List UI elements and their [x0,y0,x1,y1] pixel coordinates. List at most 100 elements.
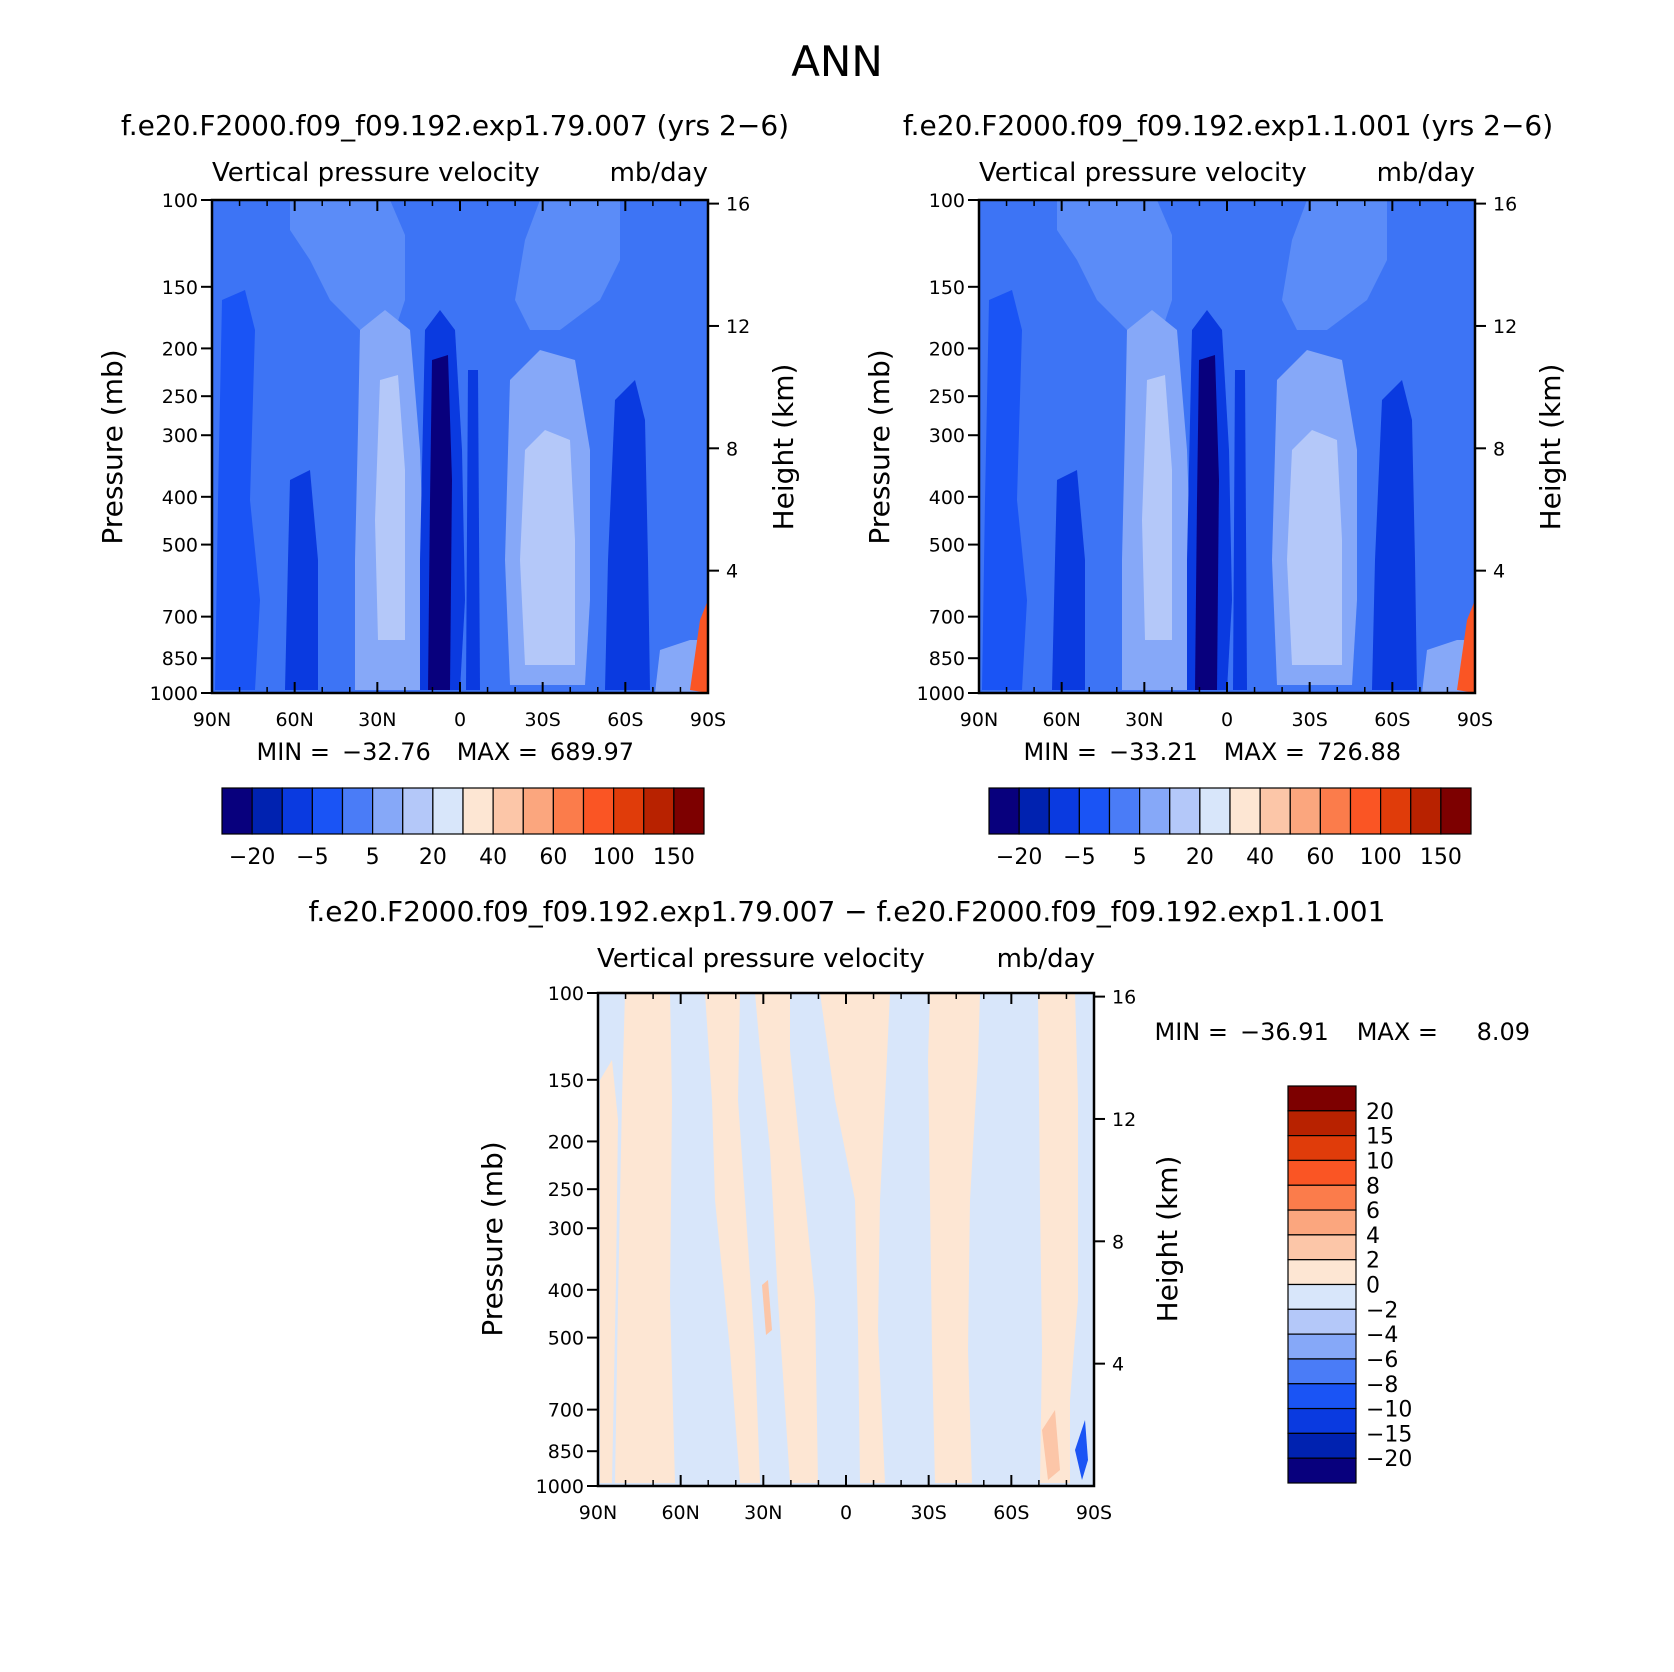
panel-1-y-right-tick-label: 12 [726,316,750,338]
panel-3-colorbar-label: 2 [1366,1249,1380,1274]
panel-1-x-tick-label: 30S [525,709,561,731]
panel-3-contour-positive-band [755,993,818,1483]
panel-3-y-axis-label-right: Height (km) [1151,1156,1184,1323]
panel-2-colorbar-swatch [1199,787,1231,835]
panel-1-colorbar-label: −20 [229,845,275,870]
panel-3-colorbar-label: 4 [1366,1224,1380,1249]
panel-1-y-right-tick-label: 8 [726,438,738,460]
panel-2-colorbar-swatch [1078,787,1111,835]
panel-1-y-tick-label: 300 [162,425,198,447]
panel-3-y-tick-label: 400 [548,1280,584,1302]
panel-1-x-tick-label: 90N [193,709,231,731]
panel-1-colorbar-label: −5 [296,845,328,870]
panel-3-colorbar-label: 20 [1366,1100,1394,1125]
panel-2-colorbar-swatch [1229,787,1261,835]
panel-1-contour-ascent-eq [466,370,480,690]
panel-1-x-tick-label: 90S [690,709,726,731]
panel-2-colorbar-swatch [1410,787,1442,835]
panel-3-y-tick-label: 850 [548,1441,584,1463]
panel-2-colorbar-label: 20 [1186,845,1214,870]
panel-1-min-label: MIN = [257,738,330,766]
panel-1-colorbar-swatch [673,787,705,835]
panel-1-x-tick-label: 60S [607,709,643,731]
panel-3-y-tick-label: 200 [548,1131,584,1153]
panel-2-variable-title: Vertical pressure velocity [979,158,1307,188]
panel-1-y-axis-label: Pressure (mb) [96,349,129,544]
panel-2-colorbar-swatch [1259,787,1291,835]
panel-1-colorbar-swatch [613,787,645,835]
panel-1-y-tick-label: 1000 [150,683,198,705]
panel-3-y-tick-label: 100 [548,983,584,1005]
panel-2-y-tick-label: 300 [929,425,965,447]
panel-1-y-tick-label: 850 [162,648,198,670]
panel-3-y-right-tick-label: 16 [1112,987,1136,1009]
panel-1-y-tick-label: 150 [162,277,198,299]
panel-2-y-right-tick-label: 8 [1493,438,1505,460]
panel-1-colorbar-label: 150 [653,845,695,870]
panel-2-contour-ascent-nh-core [1052,470,1085,690]
panel-2-y-right-tick-label: 4 [1493,561,1505,583]
panel-1-colorbar-swatch [522,787,554,835]
panel-3-colorbar-swatch [1287,1308,1357,1335]
panel-difference: f.e20.F2000.f09_f09.192.exp1.79.007 − f.… [309,895,1530,1524]
panel-1-colorbar-swatch [582,787,615,835]
panel-2-contour-ascent-sh [1372,380,1417,690]
panel-3-contour-positive-band [928,993,980,1483]
panel-3-max-label: MAX = [1357,1018,1438,1046]
panel-2-colorbar-swatch [1349,787,1382,835]
panel-1-colorbar-swatch [251,787,283,835]
panel-3-y-tick-label: 300 [548,1218,584,1240]
panel-2-y-tick-label: 250 [929,386,965,408]
panel-1-x-tick-label: 0 [454,709,466,731]
panel-1-colorbar-swatch [221,787,253,835]
panel-1-contour-itcz-core [428,355,452,690]
panel-2-y-tick-label: 400 [929,487,965,509]
panel-1-contour-upper-band [290,200,405,330]
panel-2-colorbar-swatch [1139,787,1171,835]
panel-3-x-tick-label: 90N [579,1502,617,1524]
panel-3-colorbar-swatch [1287,1457,1357,1484]
panel-2-x-tick-label: 90S [1457,709,1493,731]
panel-3-colorbar-swatch [1287,1432,1357,1459]
panel-3-colorbar-label: −8 [1366,1373,1398,1398]
panel-3-y-tick-label: 1000 [536,1476,584,1498]
panel-3-x-tick-label: 30S [911,1502,947,1524]
panel-2-colorbar: −20 −5 5 20 40 60 100 150 [988,787,1472,870]
panel-2-x-axis: 90N 60N 30N 0 30S 60S 90S [960,200,1493,731]
panel-1-colorbar-label: 20 [419,845,447,870]
panel-3-colorbar-label: 8 [1366,1174,1380,1199]
panel-2-units-title: mb/day [1377,158,1475,188]
panel-3-colorbar-swatch [1287,1234,1357,1261]
panel-3-colorbar-swatch [1287,1333,1357,1360]
panel-1-y-axis-right: 16 12 8 4 [708,194,750,583]
panel-1-field [212,200,708,693]
panel-3-colorbar-swatch [1287,1085,1357,1112]
panel-3-x-tick-label: 60S [993,1502,1029,1524]
panel-2-colorbar-swatch [1319,787,1352,835]
panel-1-contour-ascent-nh [215,290,260,690]
panel-3-colorbar-label: 0 [1366,1274,1380,1299]
panel-2-colorbar-label: 5 [1133,845,1147,870]
panel-2-y-axis-right: 16 12 8 4 [1475,194,1517,583]
panel-3-x-tick-label: 30N [744,1502,782,1524]
panel-2-y-right-tick-label: 16 [1493,194,1517,216]
panel-3-colorbar-label: −10 [1366,1398,1412,1423]
panel-2-max-label: MAX = [1224,738,1305,766]
panel-2-contour-subsidence-sh-core [1287,430,1342,665]
panel-1-units-title: mb/day [610,158,708,188]
panel-3-colorbar-swatch [1287,1259,1357,1286]
panel-1-y-tick-label: 100 [162,190,198,212]
panel-3-colorbar-swatch [1287,1159,1357,1186]
main-title: ANN [791,37,883,86]
panel-2-x-tick-label: 0 [1221,709,1233,731]
panel-1-case-title: f.e20.F2000.f09_f09.192.exp1.79.007 (yrs… [121,109,789,142]
panel-2-y-right-tick-label: 12 [1493,316,1517,338]
panel-1-x-tick-label: 30N [358,709,396,731]
panel-2-y-tick-label: 500 [929,535,965,557]
panel-3-contour-small-positive [1042,1410,1060,1480]
panel-3-y-axis-label: Pressure (mb) [476,1141,509,1336]
panel-2-contour-upper-band [1282,200,1387,330]
panel-3-colorbar-swatch [1287,1135,1357,1162]
panel-1-y-axis-left: 100 150 200 250 300 400 500 700 850 1000 [150,190,212,705]
